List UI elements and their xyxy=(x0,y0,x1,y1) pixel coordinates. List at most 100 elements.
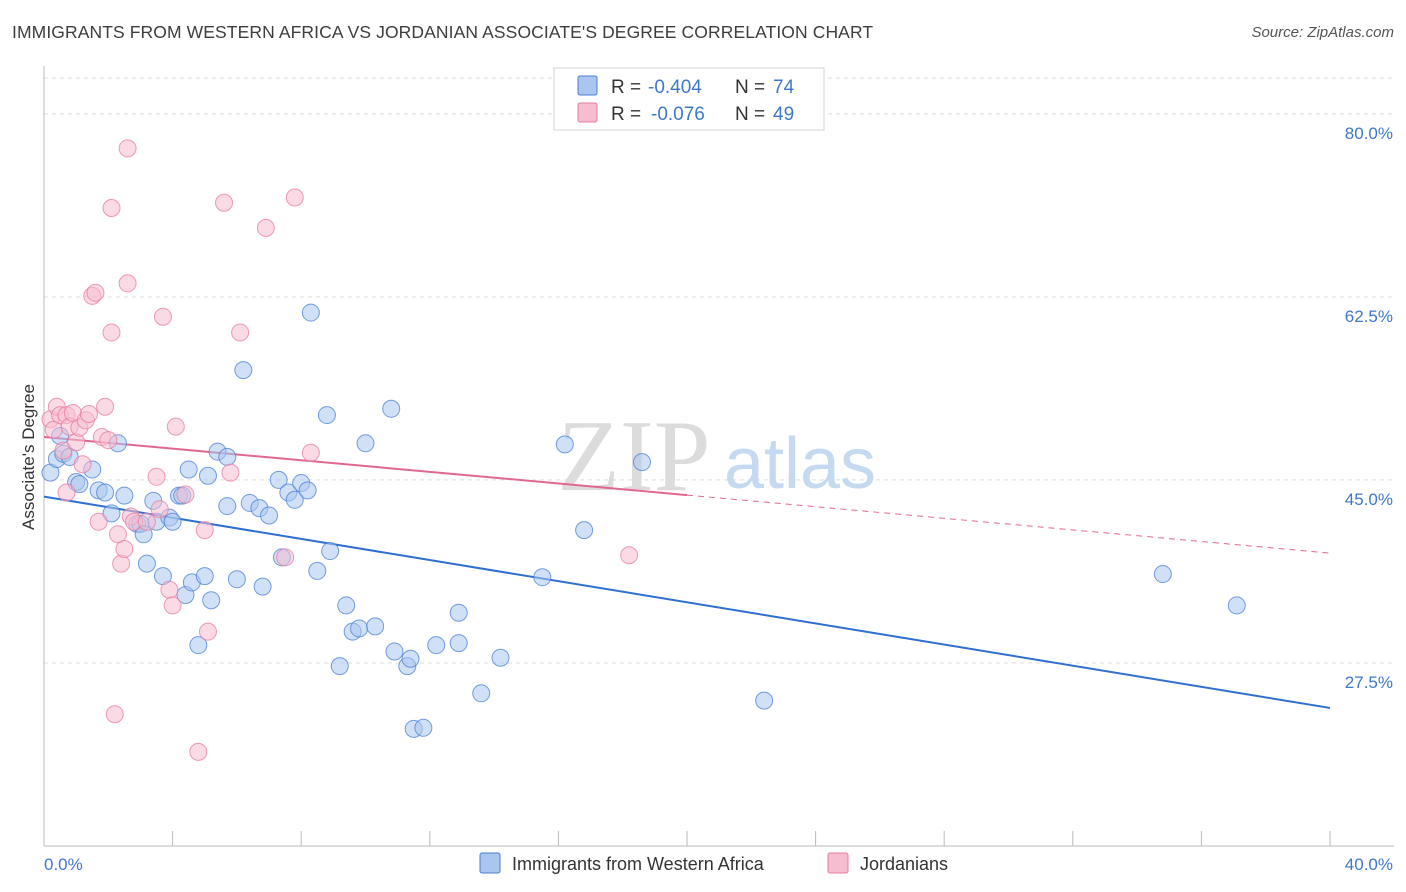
point-jordanians xyxy=(189,742,208,761)
point-western-africa xyxy=(449,634,468,653)
point-western-africa xyxy=(337,596,356,615)
legend-label-pink: Jordanians xyxy=(860,854,948,874)
point-western-africa xyxy=(575,521,594,540)
point-jordanians xyxy=(160,580,179,599)
trend-line-jordanians xyxy=(43,436,688,497)
point-western-africa xyxy=(356,434,375,453)
y-axis-title: Associate's Degree xyxy=(19,384,38,530)
point-western-africa xyxy=(269,470,288,489)
point-western-africa xyxy=(218,497,237,516)
point-jordanians xyxy=(176,485,195,504)
point-jordanians xyxy=(195,521,214,540)
stats-legend: R = -0.404 N = 74 R = -0.076 N = 49 xyxy=(553,67,825,131)
point-jordanians xyxy=(147,467,166,486)
point-jordanians xyxy=(67,433,86,452)
point-western-africa xyxy=(70,475,89,494)
point-western-africa xyxy=(202,591,221,610)
point-western-africa xyxy=(115,486,134,505)
point-jordanians xyxy=(96,397,115,416)
point-western-africa xyxy=(321,542,340,561)
watermark: ZIP atlas xyxy=(558,400,877,513)
point-jordanians xyxy=(89,512,108,531)
point-western-africa xyxy=(632,453,651,472)
point-jordanians xyxy=(166,417,185,436)
legend-label-blue: Immigrants from Western Africa xyxy=(512,854,765,874)
point-jordanians xyxy=(285,188,304,207)
point-western-africa xyxy=(137,554,156,573)
point-western-africa xyxy=(102,504,121,523)
y-tick-label: 27.5% xyxy=(1345,673,1393,692)
point-jordanians xyxy=(57,483,76,502)
point-western-africa xyxy=(285,490,304,509)
legend-swatch-blue xyxy=(479,852,501,874)
point-western-africa xyxy=(96,483,115,502)
point-jordanians xyxy=(198,622,217,641)
stats-n-label-blue: N = xyxy=(735,77,765,98)
series-legend: Immigrants from Western Africa Jordanian… xyxy=(479,852,948,874)
point-western-africa xyxy=(195,567,214,586)
point-western-africa xyxy=(227,570,246,589)
point-jordanians xyxy=(256,218,275,237)
trend-lines xyxy=(43,436,1331,709)
point-western-africa xyxy=(218,447,237,466)
watermark-zip: ZIP xyxy=(558,400,711,513)
point-western-africa xyxy=(179,460,198,479)
point-jordanians xyxy=(112,554,131,573)
stats-legend-box xyxy=(553,67,825,131)
point-jordanians xyxy=(86,283,105,302)
point-western-africa xyxy=(253,577,272,596)
point-western-africa xyxy=(260,506,279,525)
y-tick-label: 80.0% xyxy=(1345,124,1393,143)
point-western-africa xyxy=(298,481,317,500)
point-western-africa xyxy=(414,718,433,737)
point-jordanians xyxy=(54,441,73,460)
point-jordanians xyxy=(153,307,172,326)
stats-swatch-pink xyxy=(577,102,598,123)
point-western-africa xyxy=(308,561,327,580)
point-western-africa xyxy=(366,617,385,636)
point-western-africa xyxy=(1227,596,1246,615)
point-western-africa xyxy=(330,657,349,676)
point-jordanians xyxy=(80,405,99,424)
stats-r-value-blue: -0.404 xyxy=(648,77,702,98)
stats-r-label-pink: R = xyxy=(611,104,641,125)
point-jordanians xyxy=(105,705,124,724)
trend-line-jordanians-extension xyxy=(686,494,1331,554)
stats-swatch-blue xyxy=(577,75,598,96)
x-tick-labels: 0.0% 40.0% xyxy=(44,855,1393,874)
point-western-africa xyxy=(472,684,491,703)
point-jordanians xyxy=(118,139,137,158)
point-jordanians xyxy=(73,455,92,474)
point-western-africa xyxy=(189,636,208,655)
point-western-africa xyxy=(533,568,552,587)
point-jordanians xyxy=(301,443,320,462)
watermark-atlas: atlas xyxy=(724,424,876,504)
stats-r-label-blue: R = xyxy=(611,77,641,98)
point-jordanians xyxy=(102,323,121,342)
point-western-africa xyxy=(491,648,510,667)
x-tick-label-min: 0.0% xyxy=(44,855,83,874)
point-western-africa xyxy=(385,642,404,661)
point-western-africa xyxy=(755,691,774,710)
point-western-africa xyxy=(234,361,253,380)
chart-source: Source: ZipAtlas.com xyxy=(1251,24,1394,41)
point-western-africa xyxy=(350,619,369,638)
point-jordanians xyxy=(276,548,295,567)
point-jordanians xyxy=(221,463,240,482)
point-western-africa xyxy=(449,603,468,622)
legend-swatch-pink xyxy=(827,852,849,874)
point-western-africa xyxy=(401,649,420,668)
y-tick-label: 45.0% xyxy=(1345,490,1393,509)
stats-r-value-pink: -0.076 xyxy=(651,104,705,125)
point-jordanians xyxy=(99,431,118,450)
point-jordanians xyxy=(231,323,250,342)
point-western-africa xyxy=(301,303,320,322)
point-western-africa xyxy=(1153,565,1172,584)
point-jordanians xyxy=(137,512,156,531)
point-western-africa xyxy=(427,636,446,655)
point-jordanians xyxy=(115,539,134,558)
point-western-africa xyxy=(198,466,217,485)
y-tick-labels: 27.5% 45.0% 62.5% 80.0% xyxy=(1345,124,1393,692)
data-points xyxy=(41,139,1246,761)
